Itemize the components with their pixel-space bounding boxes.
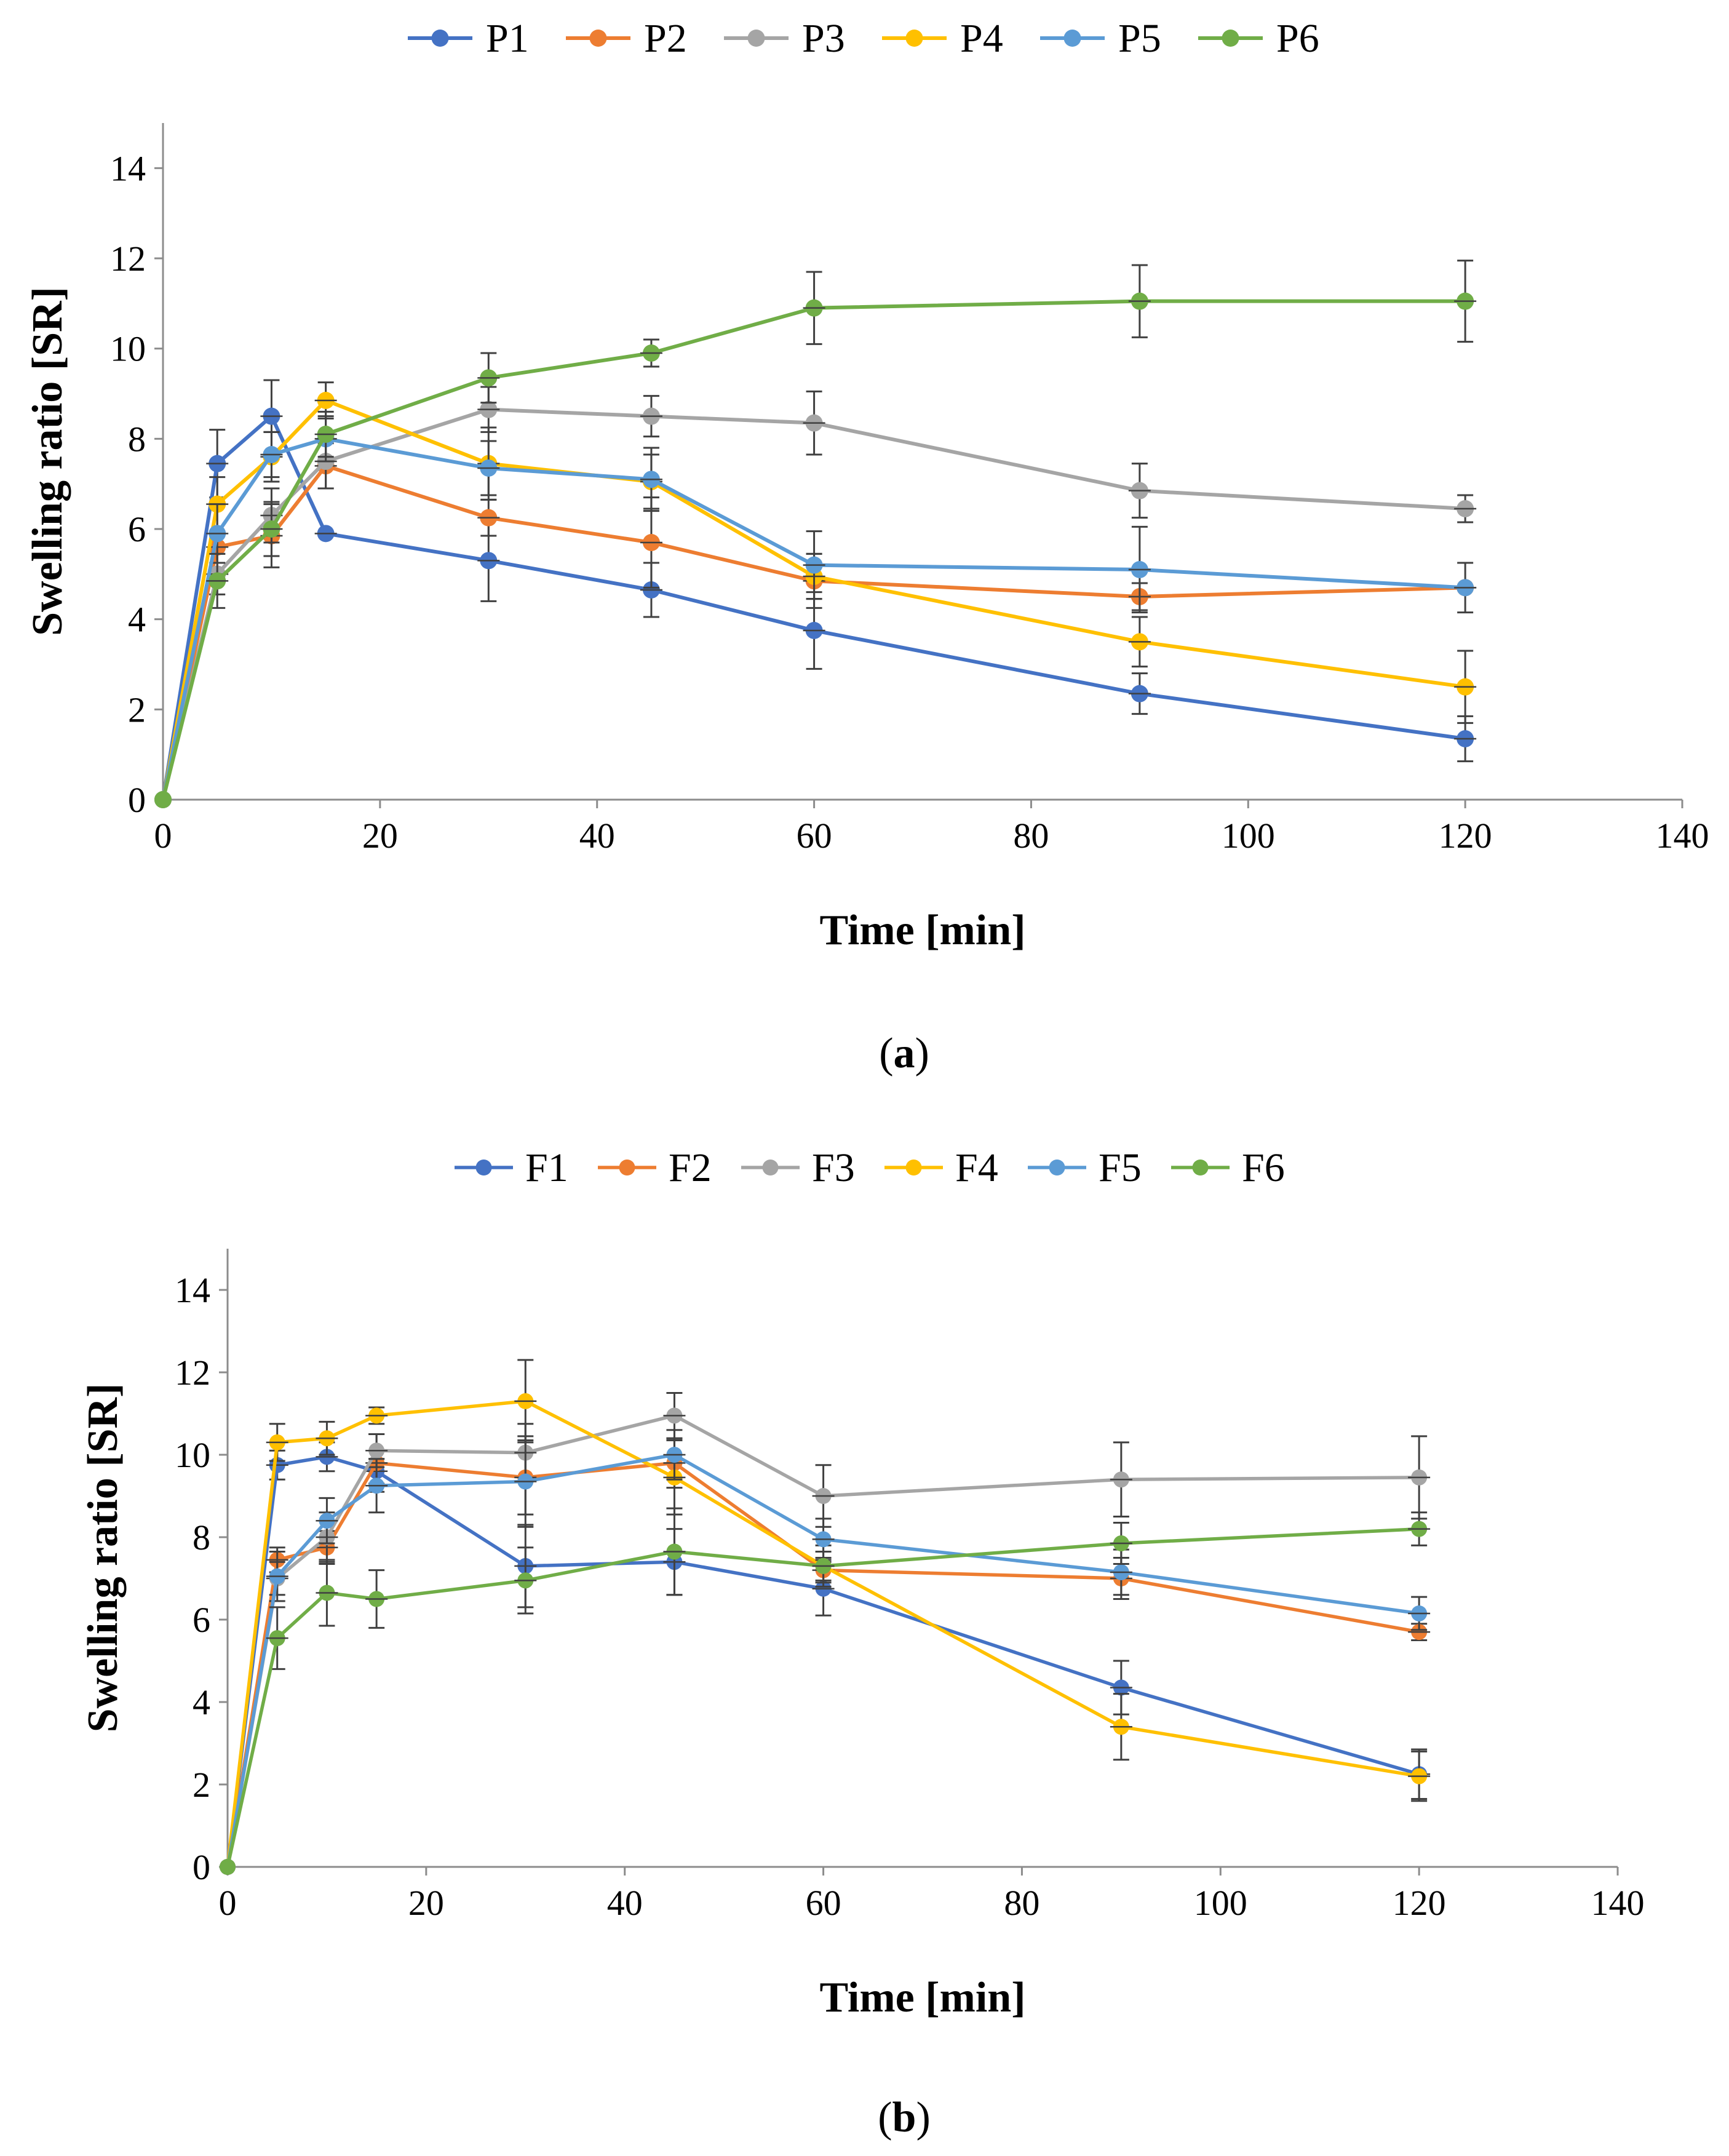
- y-axis-title: Swelling ratio [SR]: [24, 287, 71, 636]
- y-tick-label: 2: [193, 1765, 210, 1805]
- legend: P1 P2 P3 P4 P5 P6: [408, 16, 1319, 61]
- series-P5: [154, 415, 1477, 808]
- y-tick-label: 14: [110, 148, 146, 188]
- x-tick-label: 80: [1004, 1883, 1039, 1923]
- y-tick-label: 8: [193, 1518, 210, 1557]
- x-tick-label: 20: [408, 1883, 444, 1923]
- series-F4: [220, 1359, 1431, 1875]
- y-tick-label: 12: [175, 1353, 210, 1393]
- series-P3: [154, 386, 1477, 808]
- y-tick-label: 4: [128, 600, 146, 640]
- legend-item-F6: F6: [1171, 1145, 1285, 1190]
- legend-label: P1: [486, 16, 529, 61]
- legend-label: P2: [644, 16, 687, 61]
- legend-swatch-marker: [905, 30, 923, 47]
- legend: F1 F2 F3 F4 F5 F6: [455, 1145, 1285, 1190]
- legend-item-F4: F4: [884, 1145, 998, 1190]
- x-tick-label: 20: [362, 816, 398, 856]
- y-tick-label: 2: [128, 690, 146, 730]
- legend-label: F1: [525, 1145, 568, 1190]
- legend-label: P6: [1276, 16, 1319, 61]
- x-tick-label: 0: [154, 816, 172, 856]
- series-F6: [220, 1507, 1431, 1875]
- series-F1: [220, 1441, 1431, 1875]
- legend-item-P4: P4: [882, 16, 1003, 61]
- series-P4: [154, 381, 1477, 808]
- legend-swatch-marker: [747, 30, 765, 47]
- legend-swatch-marker: [1049, 1160, 1065, 1175]
- legend-swatch-marker: [619, 1160, 635, 1175]
- y-tick-label: 10: [175, 1435, 210, 1475]
- x-tick-label: 100: [1222, 816, 1275, 856]
- y-tick-label: 6: [128, 509, 146, 549]
- legend-label: P5: [1118, 16, 1161, 61]
- x-tick-label: 100: [1194, 1883, 1247, 1923]
- legend-label: F5: [1099, 1145, 1142, 1190]
- legend-label: P4: [960, 16, 1003, 61]
- legend-label: F4: [955, 1145, 998, 1190]
- x-tick-label: 120: [1393, 1883, 1446, 1923]
- x-axis-title: Time [min]: [819, 1974, 1025, 2021]
- x-tick-label: 60: [797, 816, 832, 856]
- legend-swatch-marker: [762, 1160, 779, 1175]
- legend-label: F2: [669, 1145, 712, 1190]
- legend-item-P6: P6: [1198, 16, 1319, 61]
- y-tick-label: 6: [193, 1600, 210, 1640]
- series-P6: [154, 260, 1477, 808]
- legend-swatch-marker: [431, 30, 449, 47]
- x-axis-title: Time [min]: [819, 907, 1025, 954]
- y-tick-label: 14: [175, 1270, 210, 1310]
- legend-swatch-marker: [1192, 1160, 1209, 1175]
- legend-item-F5: F5: [1028, 1145, 1142, 1190]
- x-tick-label: 80: [1013, 816, 1049, 856]
- x-tick-label: 140: [1591, 1883, 1645, 1923]
- x-tick-label: 120: [1439, 816, 1492, 856]
- y-tick-label: 10: [110, 329, 146, 369]
- legend-item-F2: F2: [598, 1145, 712, 1190]
- data-point-F6: [220, 1859, 236, 1875]
- legend-label: F6: [1242, 1145, 1285, 1190]
- panel-caption: (b): [878, 2094, 931, 2141]
- legend-item-P1: P1: [408, 16, 529, 61]
- legend-swatch-marker: [1063, 30, 1081, 47]
- y-tick-label: 4: [193, 1682, 210, 1722]
- series-F5: [220, 1429, 1431, 1875]
- x-tick-label: 60: [806, 1883, 841, 1923]
- legend-swatch-marker: [905, 1160, 922, 1175]
- legend-swatch-marker: [589, 30, 607, 47]
- y-tick-label: 8: [128, 419, 146, 459]
- panel-caption: (a): [879, 1030, 929, 1077]
- x-tick-label: 40: [579, 816, 615, 856]
- legend-item-F3: F3: [741, 1145, 855, 1190]
- legend-item-P2: P2: [566, 16, 687, 61]
- y-tick-label: 12: [110, 239, 146, 279]
- legend-label: P3: [802, 16, 845, 61]
- legend-item-P3: P3: [724, 16, 845, 61]
- y-axis-title: Swelling ratio [SR]: [79, 1383, 127, 1733]
- legend-swatch-marker: [1222, 30, 1239, 47]
- x-tick-label: 0: [219, 1883, 237, 1923]
- y-tick-label: 0: [128, 780, 146, 820]
- legend-item-P5: P5: [1040, 16, 1161, 61]
- legend-label: F3: [812, 1145, 855, 1190]
- x-tick-label: 140: [1656, 816, 1709, 856]
- x-tick-label: 40: [607, 1883, 643, 1923]
- data-point-P6: [154, 791, 172, 808]
- y-tick-label: 0: [193, 1847, 210, 1887]
- legend-swatch-marker: [475, 1160, 492, 1175]
- legend-item-F1: F1: [455, 1145, 568, 1190]
